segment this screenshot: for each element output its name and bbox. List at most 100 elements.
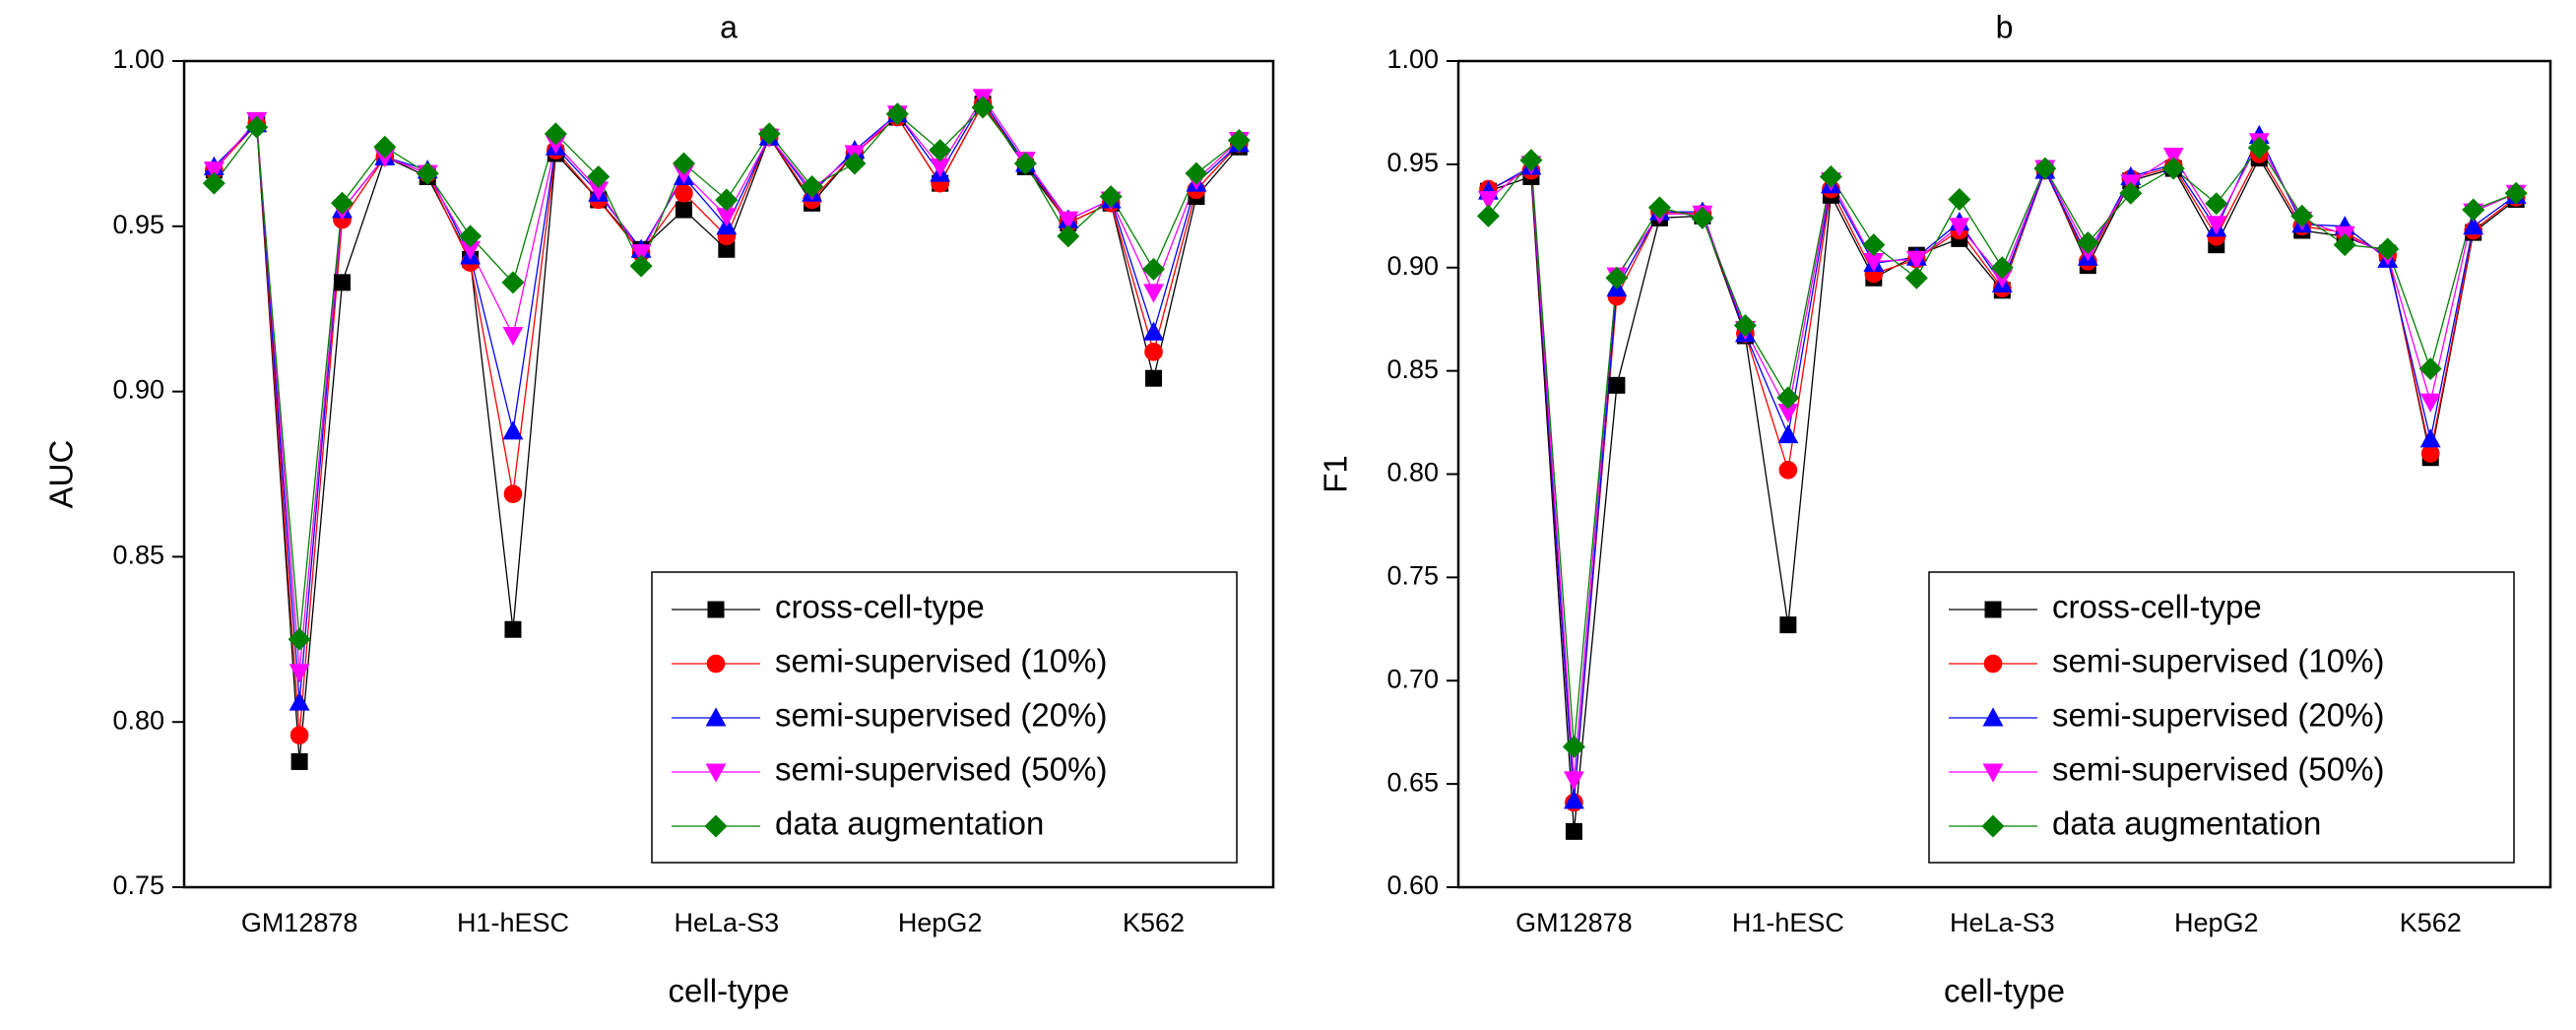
- marker: [1476, 204, 1500, 227]
- marker: [502, 420, 524, 440]
- marker: [929, 139, 952, 162]
- marker: [2463, 216, 2484, 235]
- marker: [2462, 198, 2485, 222]
- marker: [1478, 191, 1499, 211]
- legend-label: semi-supervised (10%): [775, 643, 1107, 679]
- marker: [2247, 136, 2271, 160]
- marker: [1144, 343, 1163, 361]
- legend-label: data augmentation: [775, 805, 1044, 842]
- legend-marker: [706, 654, 726, 674]
- plot-frame: [182, 59, 1275, 889]
- marker: [1099, 185, 1123, 209]
- marker: [801, 175, 824, 199]
- plot-frame: [1456, 59, 2552, 889]
- marker: [1563, 790, 1584, 809]
- marker: [1904, 266, 1928, 290]
- legend-label: semi-supervised (50%): [2052, 751, 2384, 788]
- y-axis-label: F1: [1318, 455, 1354, 493]
- marker: [1013, 152, 1037, 175]
- chart-title: a: [720, 9, 738, 44]
- marker: [289, 664, 310, 683]
- marker: [1562, 735, 1585, 758]
- marker: [675, 201, 692, 219]
- marker: [373, 135, 397, 159]
- marker: [2290, 204, 2314, 227]
- marker: [1779, 616, 1797, 634]
- marker: [1949, 218, 1970, 237]
- marker: [544, 122, 567, 146]
- y-tick-label: 0.90: [112, 375, 164, 405]
- y-tick-label: 1.00: [112, 44, 164, 74]
- marker: [459, 225, 483, 248]
- legend-marker: [1982, 763, 2004, 783]
- y-tick-label: 0.75: [112, 870, 164, 900]
- legend-label: semi-supervised (20%): [2052, 697, 2384, 734]
- y-tick-label: 0.95: [1386, 148, 1439, 177]
- y-tick-label: 0.65: [1386, 767, 1439, 797]
- marker: [2419, 393, 2441, 413]
- x-tick-label: HeLa-S3: [675, 908, 780, 937]
- marker: [1565, 822, 1582, 840]
- marker: [2333, 233, 2356, 257]
- marker: [333, 274, 351, 291]
- y-tick-label: 0.85: [1386, 354, 1439, 384]
- marker: [2033, 157, 2057, 180]
- marker: [715, 188, 739, 212]
- marker: [502, 327, 524, 347]
- x-tick-label: HeLa-S3: [1950, 908, 2055, 937]
- marker: [2420, 444, 2440, 463]
- legend-marker: [707, 601, 725, 618]
- marker: [290, 726, 309, 744]
- legend-label: semi-supervised (20%): [775, 697, 1107, 734]
- marker: [1185, 161, 1208, 185]
- legend-marker: [1982, 707, 2004, 727]
- marker: [1605, 266, 1629, 290]
- marker: [757, 122, 781, 146]
- chart-title: b: [1996, 9, 2014, 44]
- marker: [330, 191, 354, 215]
- x-tick-label: K562: [1123, 908, 1185, 937]
- x-tick-label: H1-hESC: [457, 908, 569, 937]
- marker: [843, 152, 867, 175]
- marker: [288, 627, 311, 651]
- marker: [1143, 321, 1164, 341]
- series-line: [213, 105, 1240, 640]
- legend-marker: [705, 763, 727, 783]
- y-tick-label: 0.80: [1386, 458, 1439, 487]
- marker: [885, 102, 909, 126]
- marker: [504, 620, 522, 638]
- marker: [672, 152, 695, 175]
- x-tick-label: K562: [2400, 908, 2462, 937]
- legend-marker: [704, 814, 728, 838]
- y-tick-label: 0.60: [1386, 870, 1439, 900]
- x-tick-label: GM12878: [1515, 908, 1633, 937]
- marker: [245, 115, 269, 139]
- x-tick-label: HepG2: [898, 908, 983, 937]
- marker: [1776, 386, 1800, 410]
- marker: [289, 691, 310, 711]
- y-axis-label: AUC: [43, 440, 80, 509]
- x-tick-label: HepG2: [2174, 908, 2259, 937]
- legend-marker: [1984, 601, 2002, 618]
- marker: [2418, 357, 2442, 381]
- marker: [675, 183, 693, 203]
- marker: [2206, 216, 2227, 235]
- x-axis-label: cell-type: [1944, 973, 2065, 1009]
- marker: [1057, 225, 1080, 248]
- legend-marker: [1983, 654, 2003, 674]
- marker: [1733, 313, 1757, 337]
- marker: [1862, 233, 1886, 257]
- legend-label: semi-supervised (10%): [2052, 643, 2384, 679]
- legend-marker: [705, 707, 727, 727]
- marker: [1227, 129, 1251, 153]
- legend-label: data augmentation: [2052, 805, 2321, 842]
- marker: [1143, 284, 1164, 303]
- marker: [2161, 157, 2185, 180]
- marker: [416, 161, 439, 185]
- marker: [2162, 147, 2184, 167]
- legend-label: cross-cell-type: [2052, 589, 2262, 625]
- marker: [2376, 237, 2400, 261]
- marker: [1819, 164, 1842, 188]
- marker: [1145, 369, 1163, 387]
